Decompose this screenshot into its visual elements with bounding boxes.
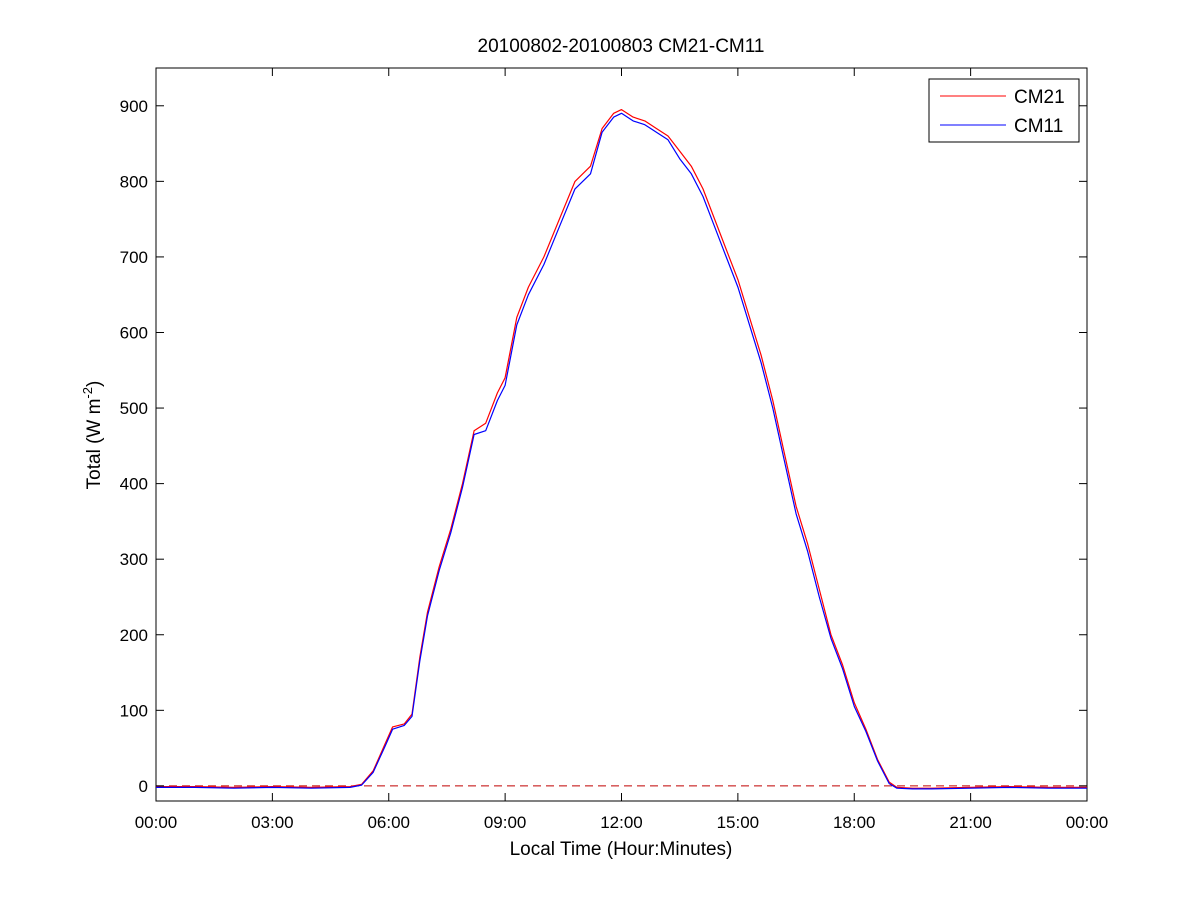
chart-title: 20100802-20100803 CM21-CM11 [478, 36, 765, 57]
x-tick-label: 21:00 [949, 813, 992, 832]
legend: CM21 CM11 [928, 78, 1080, 143]
series-layer [156, 108, 1087, 790]
y-tick-label: 700 [120, 248, 148, 267]
y-tick-label: 900 [120, 97, 148, 116]
x-tick-label: 12:00 [600, 813, 643, 832]
y-axis-title: Total (W m-2) [80, 381, 105, 490]
x-axis-ticks: 00:00 03:00 06:00 09:00 12:00 15:00 18:00 21:00… [135, 68, 1109, 832]
y-tick-label: 800 [120, 172, 148, 191]
y-tick-label: 400 [120, 475, 148, 494]
plot-frame [155, 67, 1088, 802]
x-axis-title: Local Time (Hour:Minutes) [510, 839, 733, 860]
legend-label-cm21: CM21 [1014, 87, 1065, 108]
y-tick-label: 200 [120, 626, 148, 645]
legend-box [928, 78, 1080, 143]
legend-label-cm11: CM11 [1014, 116, 1063, 137]
y-axis-title-close: ) [84, 381, 105, 387]
y-axis-title-main: Total (W m [84, 399, 105, 490]
x-tick-label: 06:00 [367, 813, 410, 832]
y-axis-title-superscript: -2 [80, 387, 95, 399]
y-tick-label: 600 [120, 323, 148, 342]
x-tick-label: 15:00 [717, 813, 760, 832]
y-tick-label: 100 [120, 701, 148, 720]
series-line-cm11 [156, 112, 1087, 790]
x-tick-label: 09:00 [484, 813, 527, 832]
y-axis-ticks: 0 100 200 300 400 500 600 700 800 900 [120, 97, 1087, 796]
y-tick-label: 300 [120, 550, 148, 569]
x-tick-label: 00:00 [1066, 813, 1109, 832]
y-tick-label: 0 [139, 777, 148, 796]
x-tick-label: 18:00 [833, 813, 876, 832]
series-line-cm21 [156, 108, 1087, 789]
x-tick-label: 03:00 [251, 813, 294, 832]
y-tick-label: 500 [120, 399, 148, 418]
x-tick-label: 00:00 [135, 813, 178, 832]
